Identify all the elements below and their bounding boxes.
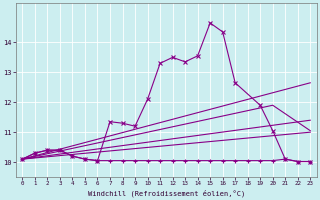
X-axis label: Windchill (Refroidissement éolien,°C): Windchill (Refroidissement éolien,°C) — [88, 189, 245, 197]
